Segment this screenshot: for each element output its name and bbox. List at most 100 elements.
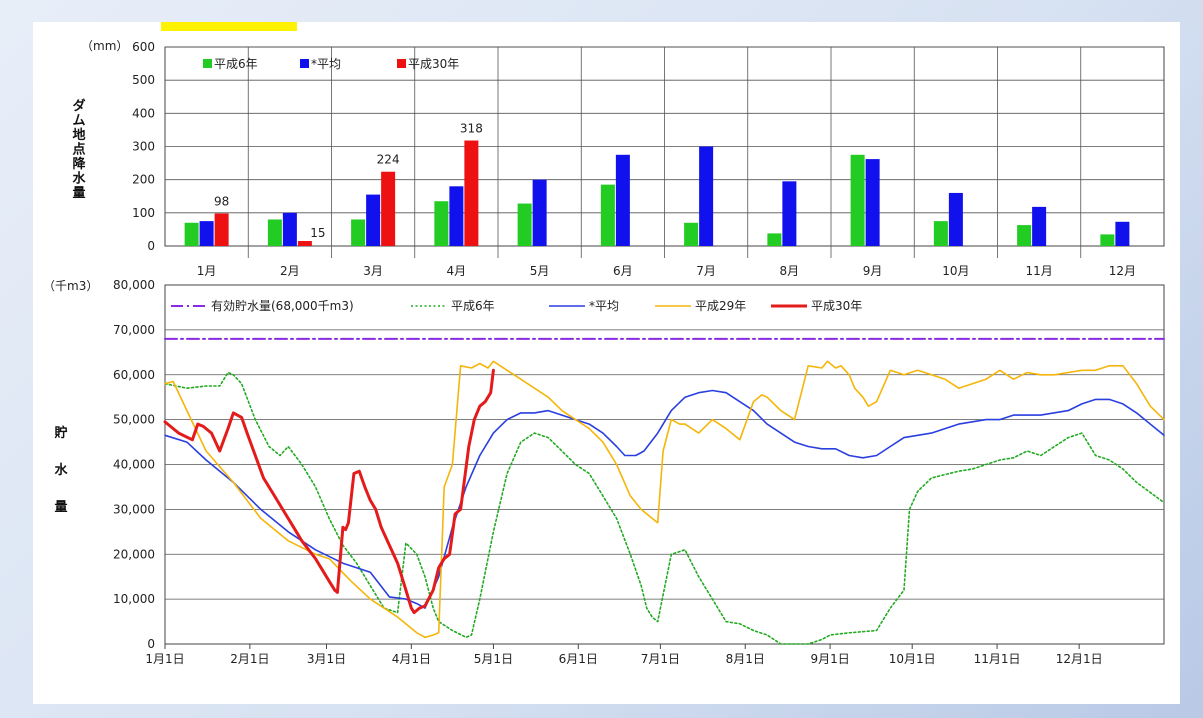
bar-x-tick-label: 10月: [942, 264, 969, 278]
bar: [948, 192, 963, 246]
bar-y-tick-label: 100: [132, 206, 155, 220]
line-series: [164, 360, 1165, 639]
bar-y-tick-label: 400: [132, 106, 155, 120]
bar: [351, 219, 366, 246]
bar: [850, 154, 865, 246]
line-x-tick-label: 12月1日: [1056, 652, 1103, 666]
line-y-tick-label: 70,000: [113, 323, 155, 337]
bar: [214, 213, 229, 246]
line-y-tick-label: 50,000: [113, 413, 155, 427]
line-x-tick-label: 1月1日: [145, 652, 184, 666]
bar-data-label: 15: [310, 226, 325, 240]
line-y-tick-label: 80,000: [113, 278, 155, 292]
bar: [933, 221, 948, 246]
bar-x-tick-label: 8月: [780, 264, 800, 278]
bar-y-tick-label: 200: [132, 173, 155, 187]
chart-canvas: 0 100 200 300 400 500 600 1月 2月 3月 4月 5月 6月 7月 8月 9月 10月…: [43, 39, 1165, 666]
line-y-tick-label: 20,000: [113, 547, 155, 561]
line-series: [163, 368, 495, 615]
line-x-tick-label: 9月1日: [810, 652, 849, 666]
line-y-tick-label: 40,000: [113, 458, 155, 472]
bar: [282, 212, 297, 246]
bar: [699, 146, 714, 246]
bar: [1032, 206, 1047, 246]
line-x-tick-label: 4月1日: [392, 652, 431, 666]
bar-y-axis-title-char: 降: [72, 156, 86, 172]
line-x-tick-label: 7月1日: [641, 652, 680, 666]
bar-data-label: 318: [460, 122, 483, 136]
line-y-tick-label: 60,000: [113, 368, 155, 382]
bar-x-tick-label: 12月: [1109, 264, 1136, 278]
line-y-tick-label: 0: [147, 637, 155, 651]
bar-x-tick-label: 7月: [696, 264, 716, 278]
line-x-tick-label: 6月1日: [559, 652, 598, 666]
bar: [532, 179, 547, 246]
line-y-tick-label: 10,000: [113, 592, 155, 606]
bar-legend-label: *平均: [311, 57, 341, 71]
line-legend-label: 平成6年: [451, 299, 495, 313]
bar: [366, 194, 381, 246]
bar-legend-swatch: [300, 59, 309, 68]
line-legend-label: 平成29年: [695, 299, 746, 313]
line-y-axis-title-char: 貯: [54, 425, 67, 441]
bar: [600, 184, 615, 246]
bar-x-tick-label: 4月: [447, 264, 467, 278]
line-legend-label: 有効貯水量(68,000千m3): [211, 298, 354, 313]
line-legend-label: 平成30年: [811, 299, 862, 313]
bar-y-axis-title-char: 点: [72, 142, 85, 158]
bar: [865, 159, 880, 246]
bar-x-tick-label: 11月: [1025, 264, 1052, 278]
bar: [381, 171, 396, 246]
bar-y-axis-title-char: 量: [72, 186, 85, 201]
bar-data-label: 98: [214, 194, 229, 208]
line-y-tick-label: 30,000: [113, 502, 155, 516]
bar: [1017, 225, 1032, 246]
bar-x-tick-label: 5月: [530, 264, 550, 278]
bar-legend-label: 平成30年: [408, 57, 459, 71]
line-x-tick-label: 10月1日: [889, 652, 936, 666]
bar-x-tick-label: 1月: [197, 264, 217, 278]
title-highlight: [161, 22, 297, 31]
bar: [1100, 234, 1115, 246]
bar: [297, 241, 312, 246]
line-x-tick-label: 11月1日: [974, 652, 1021, 666]
line-y-axis-title-char: 水: [54, 462, 68, 478]
bar-legend-swatch: [397, 59, 406, 68]
bar-x-tick-label: 2月: [280, 264, 300, 278]
bar-y-tick-label: 600: [132, 40, 155, 54]
bar: [267, 219, 282, 246]
bar-y-tick-label: 300: [132, 140, 155, 154]
bar: [184, 222, 199, 246]
bar-data-label: 224: [377, 153, 400, 167]
line-x-tick-label: 5月1日: [474, 652, 513, 666]
bar: [782, 181, 797, 246]
bar-y-axis-title-char: ム: [72, 114, 85, 129]
bar-x-tick-label: 3月: [363, 264, 383, 278]
bar: [615, 154, 630, 246]
chart-frame: 0 100 200 300 400 500 600 1月 2月 3月 4月 5月 6月 7月 8月 9月 10月…: [33, 22, 1180, 704]
line-y-axis-title-char: 量: [54, 500, 67, 515]
bar: [464, 140, 479, 246]
bar-legend-swatch: [203, 59, 212, 68]
bar: [434, 201, 449, 246]
bar-y-tick-label: 500: [132, 73, 155, 87]
line-series: [164, 389, 1165, 609]
bar-y-tick-label: 0: [147, 239, 155, 253]
bar-unit-label: （mm）: [81, 39, 128, 53]
line-x-tick-label: 2月1日: [230, 652, 269, 666]
bar: [199, 221, 214, 246]
bar-x-tick-label: 6月: [613, 264, 633, 278]
bar: [449, 186, 464, 246]
bar: [767, 233, 782, 246]
bar: [517, 203, 532, 246]
bar-y-axis-title-char: 水: [72, 171, 86, 187]
bar-y-axis-title-char: 地: [72, 127, 85, 143]
bar-x-tick-label: 9月: [863, 264, 883, 278]
bar: [684, 222, 699, 246]
line-unit-label: （千m3）: [43, 279, 98, 293]
line-series: [164, 371, 1165, 645]
line-legend-label: *平均: [589, 299, 619, 313]
bar: [1115, 221, 1130, 246]
bar-legend-label: 平成6年: [214, 57, 258, 71]
line-x-tick-label: 3月1日: [307, 652, 346, 666]
